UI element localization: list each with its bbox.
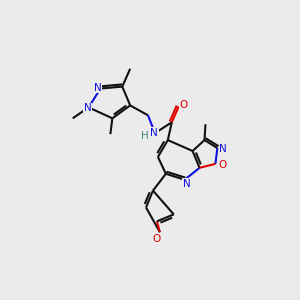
Text: N: N <box>183 179 190 189</box>
Text: O: O <box>180 100 188 110</box>
Text: H: H <box>141 131 149 141</box>
Text: N: N <box>84 103 92 113</box>
Text: N: N <box>94 82 101 93</box>
Text: O: O <box>153 234 161 244</box>
Text: N: N <box>150 128 158 138</box>
Text: N: N <box>219 144 227 154</box>
Text: O: O <box>218 160 226 170</box>
